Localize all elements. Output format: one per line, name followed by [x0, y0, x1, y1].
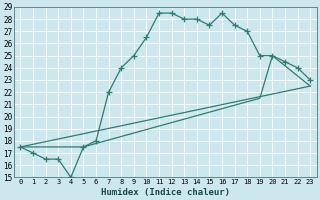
X-axis label: Humidex (Indice chaleur): Humidex (Indice chaleur)	[101, 188, 230, 197]
